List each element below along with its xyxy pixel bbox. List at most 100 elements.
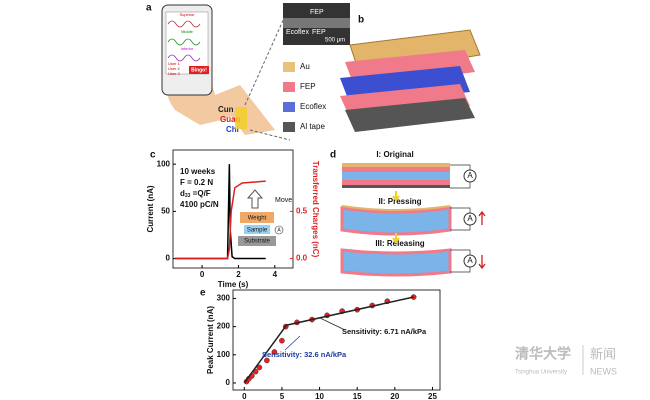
legend-label: Ecoflex	[300, 102, 326, 111]
meter-label: A	[467, 256, 473, 265]
y-axis-label: Peak Current (nA)	[206, 306, 215, 374]
annotation-arrow	[284, 335, 301, 351]
move-arrow	[246, 189, 264, 209]
y-tick-label: 200	[217, 322, 231, 331]
stack-label: Sample	[247, 228, 268, 234]
stack-label: Weight	[248, 216, 267, 222]
state-label: III: Releasing	[375, 239, 424, 248]
x-tick-label: 10	[315, 392, 324, 400]
layer-fep	[342, 167, 450, 172]
annotation: Move	[275, 197, 292, 204]
annotation: F = 0.2 N	[180, 178, 213, 187]
watermark: Tsinghua University	[515, 370, 567, 376]
substrate	[238, 236, 276, 246]
data-point	[256, 364, 263, 371]
releasing-stack	[340, 248, 452, 277]
bingo-box	[189, 66, 209, 74]
scale-bar: 500 μm	[325, 38, 345, 44]
y-tick-label: 100	[217, 350, 231, 359]
data-point	[279, 337, 285, 344]
watermark: 清华大学	[515, 346, 571, 362]
legend-swatch	[283, 122, 295, 132]
x-axis-label: Time (s)	[218, 280, 249, 289]
annotation: Sensitivity: 6.71 nA/kPa	[342, 327, 427, 336]
pressed-stack	[340, 206, 452, 236]
series-line	[174, 180, 266, 260]
series-line	[243, 296, 414, 384]
x-tick-label: 2	[236, 270, 241, 279]
layer-al	[342, 185, 450, 188]
watermark: 新闻	[590, 346, 616, 361]
plot-frame	[172, 149, 294, 269]
x-tick-label: 5	[280, 392, 285, 400]
annotation: d33 =Q/F	[180, 189, 211, 199]
panel-label: a	[146, 3, 152, 14]
layer-au	[342, 163, 450, 167]
legend-swatch	[283, 62, 295, 72]
callout	[244, 4, 291, 106]
layer-ecoflex	[342, 172, 450, 180]
state-label: II: Pressing	[378, 197, 421, 206]
screen	[165, 11, 209, 75]
step-arrow	[392, 191, 400, 244]
panel-label: e	[200, 288, 206, 299]
data-point	[271, 349, 278, 355]
annotation: 10 weeks	[180, 167, 216, 176]
wrist-label: Guan	[220, 115, 241, 124]
x-tick-label: 25	[428, 392, 437, 400]
sensor	[235, 107, 247, 129]
legend-swatch	[283, 82, 295, 92]
sample	[244, 225, 270, 234]
callout	[249, 129, 291, 141]
annotation: 4100 pC/N	[180, 200, 219, 209]
x-tick-label: 0	[200, 270, 205, 279]
y-tick-label: 50	[161, 206, 170, 215]
waveform	[167, 20, 201, 28]
y-tick-label: 300	[217, 294, 231, 303]
meter-label: A	[467, 214, 473, 223]
y-axis-label: Current (nA)	[146, 185, 155, 232]
state-label: I: Original	[376, 150, 413, 159]
row-label: Superior	[179, 12, 195, 17]
sem-layer	[283, 18, 350, 28]
plot-frame	[232, 289, 441, 391]
y2-axis-label: Transferred Charges (nC)	[311, 161, 320, 258]
ammeter	[463, 212, 477, 226]
legend-label: FEP	[300, 82, 316, 91]
user: User 1	[168, 61, 181, 66]
weight	[240, 212, 274, 223]
legend-swatch	[283, 102, 295, 112]
y-tick-label: 0	[226, 378, 231, 387]
data-point	[264, 357, 270, 364]
bingo: Bingo!	[191, 67, 207, 73]
legend-label: Al tape	[300, 122, 325, 131]
x-tick-label: 0	[242, 392, 247, 400]
layer-al	[345, 98, 475, 132]
x-tick-label: 15	[353, 392, 362, 400]
row-label: Middle	[181, 29, 194, 34]
wrist-label: Chi	[226, 125, 239, 134]
y-tick-label: 0	[166, 254, 171, 263]
stack-label: Substrate	[244, 239, 270, 245]
meter-label: A	[467, 171, 473, 180]
ammeter	[274, 225, 284, 235]
watermark: NEWS	[590, 366, 617, 376]
ammeter	[463, 169, 477, 183]
legend-label: Au	[300, 62, 310, 71]
y2-tick-label: 0.5	[296, 206, 308, 215]
panel-label: d	[330, 150, 336, 161]
current-arrow	[478, 255, 486, 270]
row-label: Inferior	[181, 46, 194, 51]
y2-tick-label: 0.0	[296, 254, 308, 263]
annotation-arrow	[319, 317, 346, 331]
waveform	[167, 38, 201, 46]
sem-label: FEP	[312, 29, 326, 36]
sem-label: FEP	[310, 9, 324, 16]
sem-label: Ecoflex	[286, 29, 309, 36]
user: User 3	[168, 71, 181, 76]
stack-label: A	[277, 227, 281, 233]
wrist-label: Cun	[218, 105, 234, 114]
ammeter	[463, 254, 477, 268]
user: User 2	[168, 66, 181, 71]
